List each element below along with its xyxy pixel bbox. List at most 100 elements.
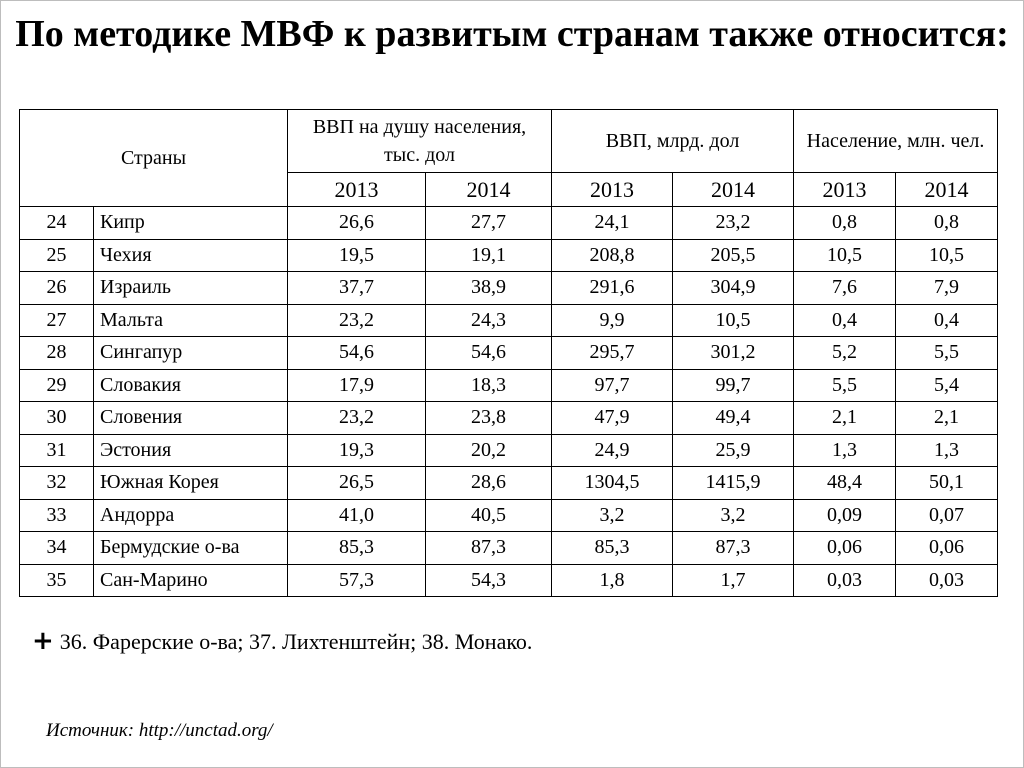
table-row: 32 Южная Корея 26,5 28,6 1304,5 1415,9 48,4 50,… (19, 466, 999, 500)
row-number: 31 (19, 433, 94, 467)
value-cell: 208,8 (551, 238, 674, 272)
row-number: 35 (19, 563, 94, 597)
value-cell: 54,3 (425, 563, 553, 597)
value-cell: 19,1 (425, 238, 553, 272)
value-cell: 0,06 (895, 531, 999, 565)
value-cell: 17,9 (287, 368, 427, 402)
country-name: Израиль (92, 271, 289, 305)
value-cell: 5,2 (793, 336, 897, 370)
table-row: 27 Мальта 23,2 24,3 9,9 10,5 0,4 0,4 (19, 303, 999, 337)
value-cell: 26,5 (287, 466, 427, 500)
country-name: Чехия (92, 238, 289, 272)
value-cell: 85,3 (551, 531, 674, 565)
header-countries: Страны (18, 109, 289, 207)
header-year: 2014 (895, 172, 999, 207)
value-cell: 5,5 (793, 368, 897, 402)
value-cell: 19,5 (287, 238, 427, 272)
value-cell: 57,3 (287, 563, 427, 597)
header-year: 2013 (551, 172, 674, 207)
value-cell: 99,7 (672, 368, 795, 402)
table-row: 30 Словения 23,2 23,8 47,9 49,4 2,1 2,1 (19, 401, 999, 435)
value-cell: 38,9 (425, 271, 553, 305)
country-name: Словакия (92, 368, 289, 402)
source-note: Источник: http://unctad.org/ (46, 720, 273, 741)
value-cell: 37,7 (287, 271, 427, 305)
value-cell: 2,1 (895, 401, 999, 435)
value-cell: 24,1 (551, 206, 674, 240)
value-cell: 20,2 (425, 433, 553, 467)
header-gdp: ВВП, млрд. дол (551, 109, 795, 173)
row-number: 33 (19, 498, 94, 532)
value-cell: 87,3 (425, 531, 553, 565)
header-gdp-per-capita: ВВП на душу населения, тыс. дол (287, 109, 553, 173)
value-cell: 25,9 (672, 433, 795, 467)
countries-table: Страны ВВП на душу населения, тыс. дол В… (18, 109, 999, 597)
table-row: 34 Бермудские о-ва 85,3 87,3 85,3 87,3 0,06 0,0… (19, 531, 999, 565)
value-cell: 7,6 (793, 271, 897, 305)
table-row: 24 Кипр 26,6 27,7 24,1 23,2 0,8 0,8 (19, 206, 999, 240)
value-cell: 23,2 (287, 401, 427, 435)
value-cell: 97,7 (551, 368, 674, 402)
value-cell: 5,5 (895, 336, 999, 370)
value-cell: 1304,5 (551, 466, 674, 500)
value-cell: 24,3 (425, 303, 553, 337)
value-cell: 47,9 (551, 401, 674, 435)
header-row-top: Страны ВВП на душу населения, тыс. дол В… (18, 109, 999, 207)
value-cell: 26,6 (287, 206, 427, 240)
value-cell: 24,9 (551, 433, 674, 467)
value-cell: 0,4 (895, 303, 999, 337)
country-name: Сингапур (92, 336, 289, 370)
value-cell: 0,8 (895, 206, 999, 240)
value-cell: 0,09 (793, 498, 897, 532)
value-cell: 0,03 (895, 563, 999, 597)
row-number: 28 (19, 336, 94, 370)
slide-title: По методике МВФ к развитым странам также… (15, 13, 1009, 55)
value-cell: 1,3 (793, 433, 897, 467)
value-cell: 23,2 (672, 206, 795, 240)
value-cell: 0,03 (793, 563, 897, 597)
table-body: 24 Кипр 26,6 27,7 24,1 23,2 0,8 0,8 25 Чехия 19,5 1… (19, 206, 999, 597)
table-row: 31 Эстония 19,3 20,2 24,9 25,9 1,3 1,3 (19, 433, 999, 467)
value-cell: 87,3 (672, 531, 795, 565)
value-cell: 2,1 (793, 401, 897, 435)
value-cell: 0,07 (895, 498, 999, 532)
value-cell: 10,5 (672, 303, 795, 337)
value-cell: 40,5 (425, 498, 553, 532)
header-year: 2014 (425, 172, 553, 207)
value-cell: 18,3 (425, 368, 553, 402)
value-cell: 0,06 (793, 531, 897, 565)
value-cell: 54,6 (287, 336, 427, 370)
table-row: 35 Сан-Марино 57,3 54,3 1,8 1,7 0,03 0,03 (19, 563, 999, 597)
value-cell: 48,4 (793, 466, 897, 500)
value-cell: 27,7 (425, 206, 553, 240)
country-name: Сан-Марино (92, 563, 289, 597)
table-row: 28 Сингапур 54,6 54,6 295,7 301,2 5,2 5,5 (19, 336, 999, 370)
footnote-text: 36. Фарерские о-ва; 37. Лихтенштейн; 38.… (59, 629, 533, 654)
value-cell: 7,9 (895, 271, 999, 305)
plus-icon: + (32, 626, 54, 656)
header-year: 2014 (672, 172, 795, 207)
value-cell: 3,2 (672, 498, 795, 532)
country-name: Словения (92, 401, 289, 435)
table-row: 25 Чехия 19,5 19,1 208,8 205,5 10,5 10,5 (19, 238, 999, 272)
value-cell: 41,0 (287, 498, 427, 532)
row-number: 26 (19, 271, 94, 305)
value-cell: 23,2 (287, 303, 427, 337)
table-row: 33 Андорра 41,0 40,5 3,2 3,2 0,09 0,07 (19, 498, 999, 532)
value-cell: 54,6 (425, 336, 553, 370)
country-name: Кипр (92, 206, 289, 240)
header-row-years: 2013 2014 2013 2014 2013 2014 (20, 172, 999, 207)
row-number: 25 (19, 238, 94, 272)
header-year: 2013 (793, 172, 897, 207)
value-cell: 0,4 (793, 303, 897, 337)
value-cell: 9,9 (551, 303, 674, 337)
table-row: 26 Израиль 37,7 38,9 291,6 304,9 7,6 7,9 (19, 271, 999, 305)
value-cell: 304,9 (672, 271, 795, 305)
value-cell: 5,4 (895, 368, 999, 402)
row-number: 32 (19, 466, 94, 500)
value-cell: 50,1 (895, 466, 999, 500)
country-name: Бермудские о-ва (92, 531, 289, 565)
value-cell: 19,3 (287, 433, 427, 467)
country-name: Южная Корея (92, 466, 289, 500)
value-cell: 1415,9 (672, 466, 795, 500)
